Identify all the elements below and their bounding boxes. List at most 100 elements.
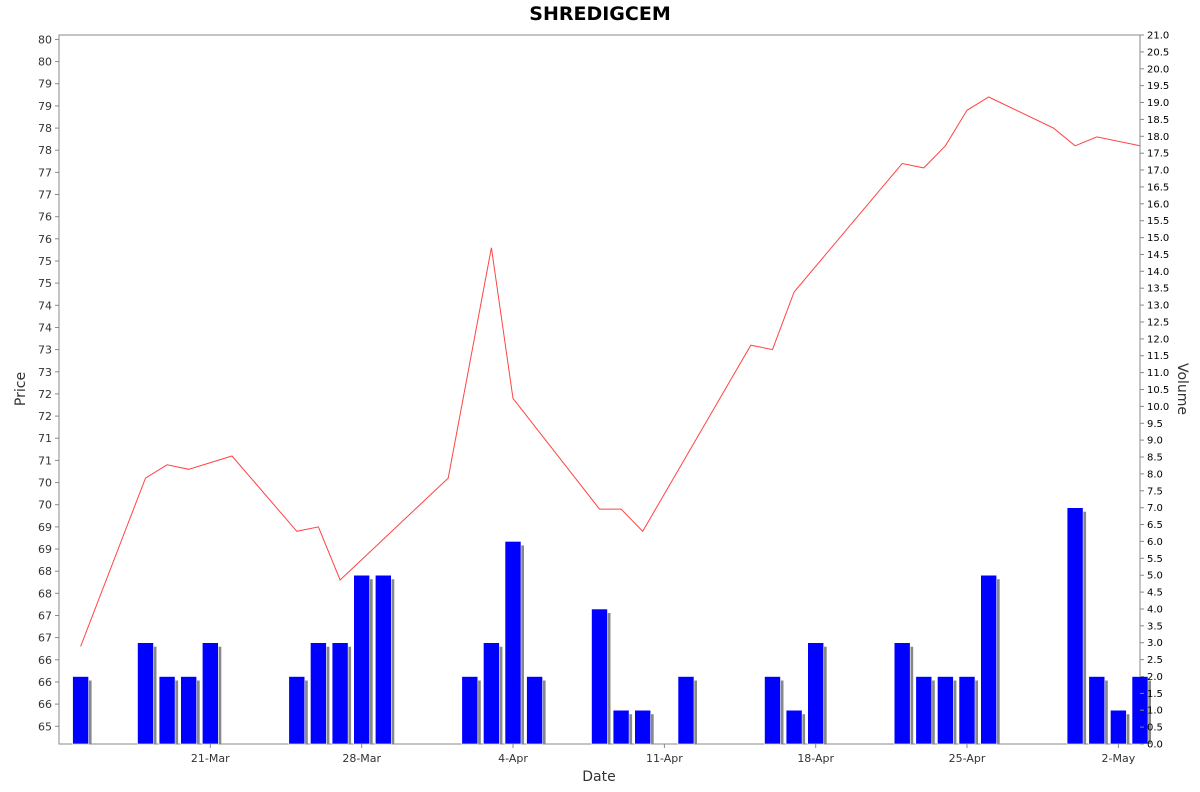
date-tick-label: 4-Apr — [498, 752, 528, 765]
price-tick-label: 77 — [38, 189, 52, 202]
volume-bar — [591, 608, 608, 745]
price-tick-label: 69 — [38, 543, 52, 556]
volume-tick-label: 1.0 — [1147, 706, 1163, 717]
volume-tick-label: 4.0 — [1147, 605, 1163, 616]
volume-tick-label: 11.5 — [1147, 351, 1169, 362]
volume-bar — [1066, 507, 1084, 745]
volume-tick-label: 18.5 — [1147, 115, 1169, 126]
volume-tick-label: 7.5 — [1147, 486, 1163, 497]
price-tick-label: 66 — [38, 676, 52, 689]
y2-axis-label: Volume — [1174, 363, 1190, 415]
volume-tick-label: 16.0 — [1147, 199, 1169, 210]
volume-tick-label: 20.5 — [1147, 47, 1169, 58]
volume-bar — [764, 676, 781, 745]
volume-tick-label: 5.0 — [1147, 571, 1163, 582]
volume-tick-label: 6.0 — [1147, 537, 1163, 548]
price-tick-label: 80 — [38, 56, 52, 69]
volume-tick-label: 19.0 — [1147, 98, 1169, 109]
volume-tick-label: 2.0 — [1147, 672, 1163, 683]
volume-bar — [374, 574, 392, 745]
volume-tick-label: 18.0 — [1147, 132, 1169, 143]
volume-bar — [202, 642, 219, 745]
date-tick-label: 21-Mar — [191, 752, 230, 765]
price-tick-label: 74 — [38, 299, 52, 312]
volume-bar — [180, 676, 197, 745]
date-tick-label: 11-Apr — [646, 752, 683, 765]
date-tick-label: 28-Mar — [342, 752, 381, 765]
price-tick-label: 67 — [38, 632, 52, 645]
price-tick-label: 68 — [38, 565, 52, 578]
volume-tick-label: 8.0 — [1147, 469, 1163, 480]
volume-bar — [634, 709, 652, 745]
volume-tick-label: 12.5 — [1147, 318, 1169, 329]
price-tick-label: 76 — [38, 211, 52, 224]
volume-tick-label: 8.5 — [1147, 453, 1163, 464]
volume-bar — [72, 676, 89, 745]
volume-tick-label: 4.5 — [1147, 588, 1163, 599]
volume-tick-label: 11.0 — [1147, 368, 1169, 379]
volume-tick-label: 21.0 — [1147, 31, 1169, 42]
volume-bar — [483, 642, 500, 745]
volume-tick-label: 20.0 — [1147, 64, 1169, 75]
volume-tick-label: 6.5 — [1147, 520, 1163, 531]
volume-bar — [461, 676, 479, 745]
price-tick-label: 71 — [38, 432, 52, 445]
volume-bar — [807, 642, 825, 745]
volume-tick-label: 3.0 — [1147, 638, 1163, 649]
price-tick-label: 79 — [38, 78, 52, 91]
price-tick-label: 75 — [38, 255, 52, 268]
volume-tick-label: 1.5 — [1147, 689, 1163, 700]
volume-bar — [980, 574, 998, 745]
volume-bar — [785, 709, 803, 745]
volume-tick-label: 2.5 — [1147, 655, 1163, 666]
date-tick-label: 18-Apr — [797, 752, 834, 765]
volume-bar — [288, 676, 306, 745]
price-tick-label: 68 — [38, 587, 52, 600]
date-axis: 21-Mar 28-Mar 4-Apr 11-Apr 18-Apr 25-Apr 2-May — [191, 744, 1136, 765]
volume-tick-label: 9.0 — [1147, 436, 1163, 447]
volume-tick-label: 9.5 — [1147, 419, 1163, 430]
volume-tick-label: 10.0 — [1147, 402, 1169, 413]
volume-tick-label: 12.0 — [1147, 334, 1169, 345]
volume-bar — [677, 676, 695, 745]
price-tick-label: 65 — [38, 720, 52, 733]
volume-bar — [331, 642, 349, 745]
price-tick-label: 76 — [38, 233, 52, 246]
price-tick-label: 75 — [38, 277, 52, 290]
price-tick-label: 72 — [38, 388, 52, 401]
y-axis-label: Price — [13, 372, 29, 406]
volume-axis: 0.0 0.5 1.0 1.5 2.0 2.5 3.0 3.5 4.0 4.5 5.0 5.5 6.0 6… — [1140, 31, 1169, 751]
price-tick-label: 79 — [38, 100, 52, 113]
price-line — [80, 96, 1141, 647]
volume-tick-label: 15.0 — [1147, 233, 1169, 244]
volume-bar — [504, 541, 522, 745]
volume-bar — [158, 676, 176, 745]
x-axis-label: Date — [582, 769, 615, 785]
volume-tick-label: 10.5 — [1147, 385, 1169, 396]
volume-bars — [72, 507, 1151, 745]
volume-tick-label: 7.0 — [1147, 503, 1163, 514]
volume-bar — [310, 642, 327, 745]
volume-bar — [937, 676, 954, 745]
price-tick-label: 73 — [38, 366, 52, 379]
price-tick-label: 71 — [38, 454, 52, 467]
volume-bar — [1088, 676, 1106, 745]
price-tick-label: 80 — [38, 33, 52, 46]
price-tick-label: 73 — [38, 344, 52, 357]
price-tick-label: 67 — [38, 610, 52, 623]
volume-bar — [353, 574, 371, 745]
volume-tick-label: 3.5 — [1147, 621, 1163, 632]
price-tick-label: 70 — [38, 477, 52, 490]
volume-bar — [893, 642, 911, 745]
price-tick-label: 78 — [38, 144, 52, 157]
volume-bar — [137, 642, 154, 745]
price-tick-label: 77 — [38, 166, 52, 179]
volume-tick-label: 19.5 — [1147, 81, 1169, 92]
volume-tick-label: 13.0 — [1147, 301, 1169, 312]
volume-tick-label: 14.0 — [1147, 267, 1169, 278]
price-tick-label: 69 — [38, 521, 52, 534]
volume-tick-label: 14.5 — [1147, 250, 1169, 261]
date-tick-label: 2-May — [1102, 752, 1136, 765]
date-tick-label: 25-Apr — [949, 752, 986, 765]
